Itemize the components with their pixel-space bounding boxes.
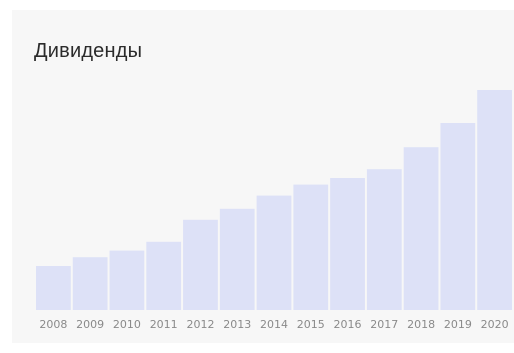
bar-2011: [146, 241, 182, 310]
x-tick-label-2009: 2009: [76, 318, 104, 331]
bar-2016: [330, 178, 365, 310]
x-tick-label-2020: 2020: [481, 318, 509, 331]
bar-2009: [72, 257, 108, 310]
bar-2020: [477, 90, 512, 310]
bar-2017: [366, 169, 402, 310]
bar-2010: [109, 250, 145, 310]
bar-2014: [256, 195, 292, 310]
bar-2008: [36, 266, 71, 310]
x-tick-label-2008: 2008: [39, 318, 67, 331]
bar-2012: [183, 219, 218, 310]
chart-title: Дивиденды: [34, 40, 143, 62]
x-tick-label-2012: 2012: [186, 318, 214, 331]
x-tick-label-2017: 2017: [370, 318, 398, 331]
x-tick-label-2014: 2014: [260, 318, 288, 331]
bar-2015: [293, 184, 329, 310]
x-tick-label-2010: 2010: [113, 318, 141, 331]
x-tick-label-2015: 2015: [297, 318, 325, 331]
x-tick-label-2016: 2016: [334, 318, 362, 331]
bar-2019: [440, 123, 476, 310]
x-tick-label-2013: 2013: [223, 318, 251, 331]
x-tick-label-2011: 2011: [150, 318, 178, 331]
x-tick-label-2019: 2019: [444, 318, 472, 331]
bar-2013: [219, 208, 255, 310]
x-tick-label-2018: 2018: [407, 318, 435, 331]
bar-2018: [403, 147, 439, 310]
